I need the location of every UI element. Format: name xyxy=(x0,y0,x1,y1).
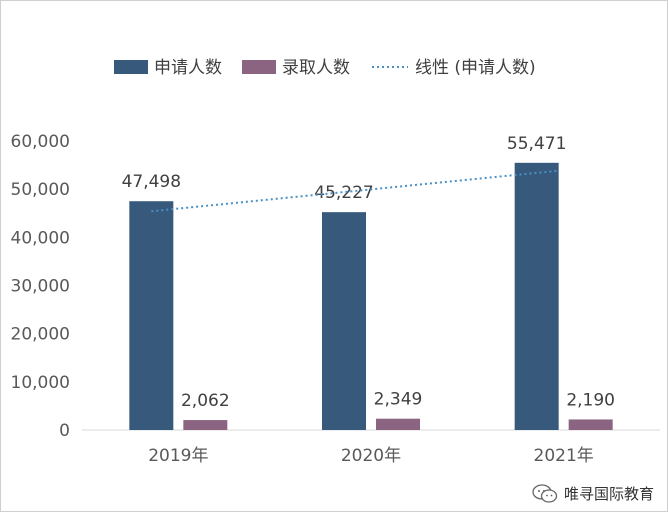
bars xyxy=(129,162,613,430)
bar-applicants xyxy=(514,162,559,430)
y-tick-label: 20,000 xyxy=(11,325,70,345)
data-label: 2,190 xyxy=(566,390,615,410)
data-label: 2,062 xyxy=(181,391,230,411)
watermark: 唯寻国际教育 xyxy=(532,483,654,504)
bar-admitted xyxy=(376,418,420,430)
y-axis: 0 10,000 20,000 30,000 40,000 50,000 60,000 xyxy=(11,132,70,441)
wechat-icon xyxy=(532,483,558,503)
x-tick-label: 2019年 xyxy=(148,446,208,466)
y-tick-label: 0 xyxy=(59,421,70,441)
legend-swatch-applicants xyxy=(114,60,148,74)
trendline xyxy=(151,169,559,213)
y-tick-label: 60,000 xyxy=(11,132,70,152)
bar-admitted xyxy=(568,419,613,430)
legend: 申请人数 录取人数 线性 (申请人数) xyxy=(114,58,536,78)
legend-label-admitted: 录取人数 xyxy=(282,58,350,78)
x-tick-label: 2020年 xyxy=(341,446,401,466)
y-tick-label: 50,000 xyxy=(11,180,70,200)
bar-applicants xyxy=(129,201,174,430)
data-label: 45,227 xyxy=(314,183,373,203)
data-label: 2,349 xyxy=(374,390,423,410)
y-tick-label: 40,000 xyxy=(11,228,70,248)
x-axis: 2019年 2020年 2021年 xyxy=(148,446,594,466)
legend-label-applicants: 申请人数 xyxy=(154,58,222,78)
x-tick-label: 2021年 xyxy=(534,446,594,466)
bar-admitted xyxy=(183,420,228,430)
data-label: 55,471 xyxy=(507,134,566,154)
legend-label-trendline: 线性 (申请人数) xyxy=(415,58,536,78)
legend-swatch-admitted xyxy=(242,60,276,74)
watermark-text: 唯寻国际教育 xyxy=(563,485,654,503)
data-label: 47,498 xyxy=(122,172,181,192)
y-tick-label: 10,000 xyxy=(11,373,70,393)
bar-applicants xyxy=(322,212,366,430)
data-labels: 47,498 2,062 45,227 2,349 55,471 2,190 xyxy=(122,134,615,411)
y-tick-label: 30,000 xyxy=(11,277,70,297)
